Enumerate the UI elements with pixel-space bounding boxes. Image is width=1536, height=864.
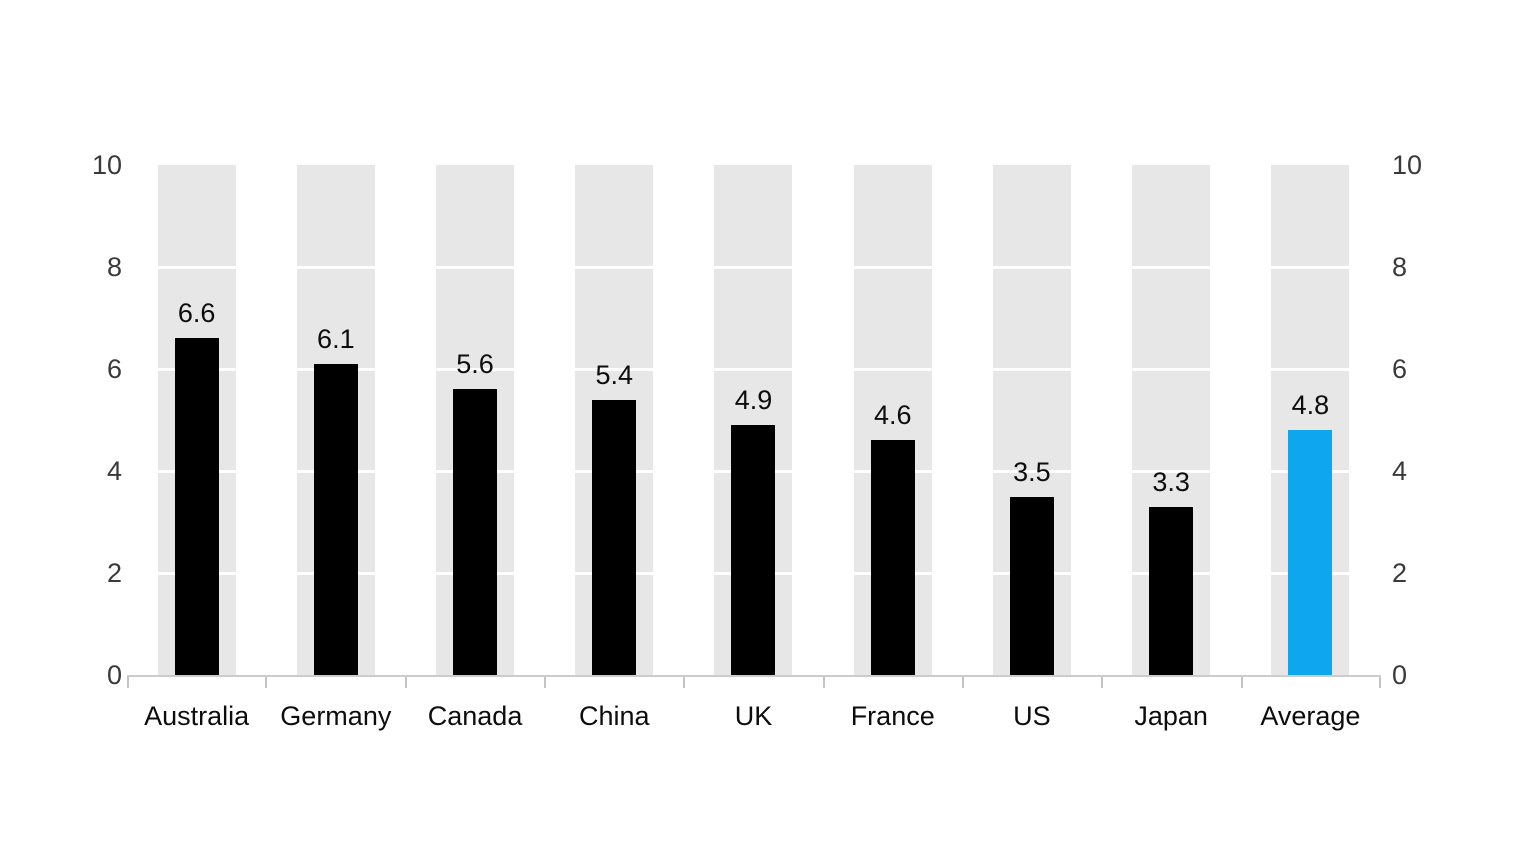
- x-axis-tick: [265, 677, 268, 688]
- gridline: [992, 469, 1071, 473]
- value-label: 4.9: [734, 385, 773, 416]
- bar-canada: [453, 389, 498, 675]
- x-axis-tick: [683, 677, 686, 688]
- y-axis-label-right: 4: [1392, 456, 1408, 486]
- x-axis-line: [127, 675, 1381, 688]
- x-axis-tick: [1379, 677, 1381, 688]
- bar-uk: [731, 425, 776, 675]
- value-label: 3.5: [1013, 456, 1051, 487]
- bar-slot: 5.6: [405, 165, 544, 675]
- category-label-france: France: [850, 701, 935, 731]
- gridline: [1271, 367, 1350, 371]
- y-axis-label-left: 0: [106, 660, 122, 690]
- bar-china: [592, 399, 637, 675]
- category-label-germany: Germany: [280, 701, 392, 731]
- category-label-average: Average: [1260, 701, 1361, 731]
- bar-slot: 4.9: [684, 165, 823, 675]
- gridline: [992, 265, 1071, 269]
- y-axis-label-right: 10: [1392, 150, 1423, 180]
- value-label: 5.6: [456, 349, 494, 380]
- x-axis-tick: [404, 677, 407, 688]
- x-axis-tick: [1240, 677, 1243, 688]
- y-axis-label-right: 8: [1392, 252, 1408, 282]
- gridline: [714, 367, 793, 371]
- gridline: [1132, 367, 1211, 371]
- gridline: [436, 265, 515, 269]
- gridline: [714, 265, 793, 269]
- x-axis-tick: [961, 677, 964, 688]
- gridline: [853, 265, 932, 269]
- gridline: [436, 367, 515, 371]
- value-label: 4.8: [1291, 390, 1330, 421]
- bar-germany: [313, 363, 358, 675]
- bar-france: [870, 440, 915, 675]
- gridline: [853, 367, 932, 371]
- bar-slot: 3.5: [962, 165, 1101, 675]
- category-label-us: US: [1013, 701, 1051, 731]
- bar-slot: 4.6: [823, 165, 962, 675]
- gridline: [296, 265, 375, 269]
- x-axis-category-labels: Australia Germany Canada China UK France US Jap…: [127, 700, 1380, 734]
- category-label-canada: Canada: [427, 701, 523, 731]
- bar-slot: 4.8: [1241, 165, 1380, 675]
- y-axis-label-right: 0: [1392, 660, 1408, 690]
- value-label: 3.3: [1152, 466, 1190, 497]
- value-label: 5.4: [595, 359, 634, 390]
- y-axis-label-left: 10: [91, 150, 122, 180]
- bar-slot: 3.3: [1102, 165, 1241, 675]
- y-axis-label-left: 6: [106, 354, 122, 384]
- bar-slot: 6.6: [127, 165, 266, 675]
- y-axis-label-left: 2: [106, 558, 122, 588]
- gridline: [575, 367, 654, 371]
- bar-slot: 5.4: [545, 165, 684, 675]
- category-label-australia: Australia: [144, 701, 250, 731]
- category-label-uk: UK: [734, 701, 773, 731]
- category-label-china: China: [578, 701, 650, 731]
- x-axis-tick: [543, 677, 546, 688]
- value-label: 4.6: [873, 400, 912, 431]
- x-axis-tick: [822, 677, 825, 688]
- y-axis-label-left: 4: [106, 456, 122, 486]
- category-label-japan: Japan: [1134, 701, 1208, 731]
- gridline: [992, 367, 1071, 371]
- plot-area: 6.6 6.1 5.6 5.4 4.9 4.6 3.5 3.3 4.8: [127, 165, 1380, 675]
- gridline: [1132, 265, 1211, 269]
- x-axis-tick: [127, 677, 129, 688]
- gridline: [1271, 265, 1350, 269]
- gridline: [157, 265, 236, 269]
- value-label: 6.1: [317, 323, 355, 354]
- gridline: [575, 265, 654, 269]
- y-axis-label-left: 8: [106, 252, 122, 282]
- bar-japan: [1149, 506, 1194, 675]
- gridline: [1132, 469, 1211, 473]
- bar-average: [1288, 430, 1333, 675]
- x-axis-tick: [1101, 677, 1104, 688]
- bar-us: [1009, 496, 1054, 675]
- bar-australia: [174, 338, 219, 675]
- value-label: 6.6: [177, 298, 216, 329]
- y-axis-label-right: 6: [1392, 354, 1408, 384]
- bar-slot: 6.1: [266, 165, 405, 675]
- y-axis-label-right: 2: [1392, 558, 1408, 588]
